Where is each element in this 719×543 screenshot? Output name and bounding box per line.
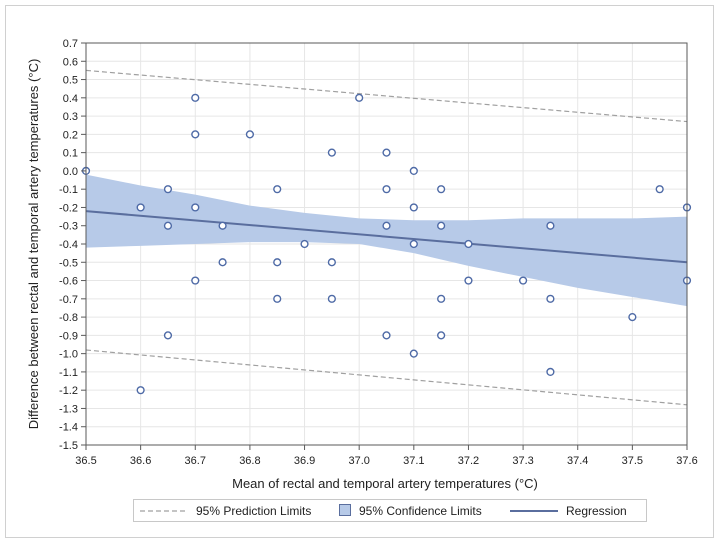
data-point — [245, 130, 255, 139]
y-tick-label: -1.4 — [59, 422, 78, 434]
data-point — [163, 331, 173, 340]
data-point — [191, 130, 200, 139]
legend-confidence-label: 95% Confidence Limits — [359, 504, 482, 518]
data-point — [273, 294, 282, 303]
legend-prediction-label: 95% Prediction Limits — [196, 504, 311, 518]
data-point — [273, 185, 282, 194]
y-tick-label: 0.5 — [63, 75, 78, 87]
data-point — [655, 185, 664, 194]
y-tick-label: 0.7 — [63, 38, 78, 50]
data-point — [409, 166, 418, 176]
y-tick-label: -0.8 — [59, 312, 78, 324]
data-point — [300, 239, 309, 249]
y-tick-label: 0.4 — [63, 93, 78, 105]
data-point — [136, 386, 145, 395]
x-tick-label: 36.7 — [185, 455, 206, 467]
confidence-band — [86, 174, 687, 307]
data-point — [382, 148, 391, 157]
x-tick-label: 37.3 — [512, 455, 533, 467]
x-tick-label: 37.6 — [676, 455, 697, 467]
data-point — [382, 331, 391, 340]
x-tick-label: 36.8 — [239, 455, 260, 467]
y-tick-label: -1.0 — [59, 349, 78, 361]
data-point — [518, 276, 528, 285]
data-point — [382, 185, 391, 194]
y-tick-label: 0.3 — [63, 111, 78, 123]
data-point — [437, 221, 446, 230]
axis-ticks — [81, 42, 688, 450]
x-tick-label: 37.0 — [348, 455, 369, 467]
data-point — [355, 93, 364, 102]
y-tick-label: -0.2 — [59, 202, 78, 214]
y-tick-label: -0.6 — [59, 276, 78, 288]
data-point — [546, 294, 555, 303]
y-tick-label: -1.3 — [59, 403, 78, 415]
data-point — [409, 203, 418, 212]
data-point — [191, 276, 200, 285]
prediction-limits — [85, 69, 688, 406]
y-tick-label: -1.1 — [59, 367, 78, 379]
data-point — [136, 203, 145, 212]
x-axis-label: Mean of rectal and temporal artery tempe… — [232, 476, 538, 491]
x-tick-label: 37.5 — [622, 455, 643, 467]
regression-layer — [85, 210, 688, 264]
legend: 95% Prediction Limits 95% Confidence Lim… — [133, 499, 647, 522]
data-point — [409, 349, 418, 358]
prediction-limit-upper — [85, 69, 688, 123]
data-point — [628, 312, 637, 322]
data-point — [163, 221, 173, 230]
x-tick-label: 37.2 — [458, 455, 479, 467]
legend-confidence-swatch — [339, 504, 351, 516]
regression-line — [85, 210, 688, 264]
y-axis-label: Difference between rectal and temporal a… — [26, 59, 41, 430]
y-tick-label: -0.9 — [59, 330, 78, 342]
confidence-band-layer — [86, 174, 687, 307]
y-tick-label: -0.4 — [59, 239, 78, 251]
legend-box — [133, 499, 647, 522]
x-tick-label: 36.5 — [75, 455, 96, 467]
data-point — [437, 185, 446, 194]
data-point — [327, 258, 336, 267]
y-tick-label: -0.1 — [59, 184, 78, 196]
data-point — [273, 258, 282, 267]
data-point — [409, 239, 418, 249]
x-tick-label: 36.6 — [130, 455, 151, 467]
prediction-limit-lower — [85, 349, 688, 406]
data-point — [218, 258, 227, 267]
y-tick-label: 0.2 — [63, 129, 78, 141]
data-point — [546, 221, 555, 230]
y-tick-label: 0.1 — [63, 148, 78, 160]
tick-labels: 36.5 36.6 36.7 36.8 36.9 37.0 37.1 37.2 37.3 37.4… — [59, 38, 698, 467]
y-tick-label: -0.7 — [59, 294, 78, 306]
data-point — [191, 203, 200, 212]
data-point — [464, 239, 473, 249]
data-point — [163, 185, 173, 194]
y-tick-label: 0.0 — [63, 166, 78, 178]
x-tick-label: 37.1 — [403, 455, 424, 467]
x-tick-label: 36.9 — [294, 455, 315, 467]
data-point — [437, 331, 446, 340]
data-point — [327, 148, 336, 157]
data-point — [327, 294, 336, 303]
x-tick-label: 37.4 — [567, 455, 588, 467]
y-tick-label: -0.5 — [59, 257, 78, 269]
legend-regression-label: Regression — [566, 504, 627, 518]
data-point — [464, 276, 473, 285]
data-point — [191, 93, 200, 102]
data-points — [81, 93, 692, 395]
data-point — [382, 221, 391, 230]
data-point — [546, 367, 555, 377]
data-point — [437, 294, 446, 303]
y-tick-label: -1.2 — [59, 385, 78, 397]
y-tick-label: -0.3 — [59, 221, 78, 233]
data-point — [218, 221, 227, 230]
y-tick-label: 0.6 — [63, 56, 78, 68]
y-tick-label: -1.5 — [59, 440, 78, 452]
